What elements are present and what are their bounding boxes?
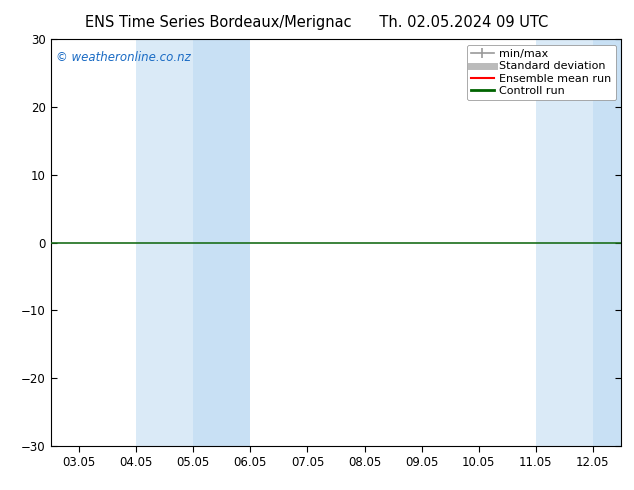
Bar [136, 39, 193, 446]
Bar [593, 39, 621, 446]
Bar [193, 39, 250, 446]
Text: ENS Time Series Bordeaux/Merignac      Th. 02.05.2024 09 UTC: ENS Time Series Bordeaux/Merignac Th. 02… [86, 15, 548, 30]
Text: © weatheronline.co.nz: © weatheronline.co.nz [56, 51, 191, 64]
Bar [536, 39, 593, 446]
Legend: min/max, Standard deviation, Ensemble mean run, Controll run: min/max, Standard deviation, Ensemble me… [467, 45, 616, 100]
